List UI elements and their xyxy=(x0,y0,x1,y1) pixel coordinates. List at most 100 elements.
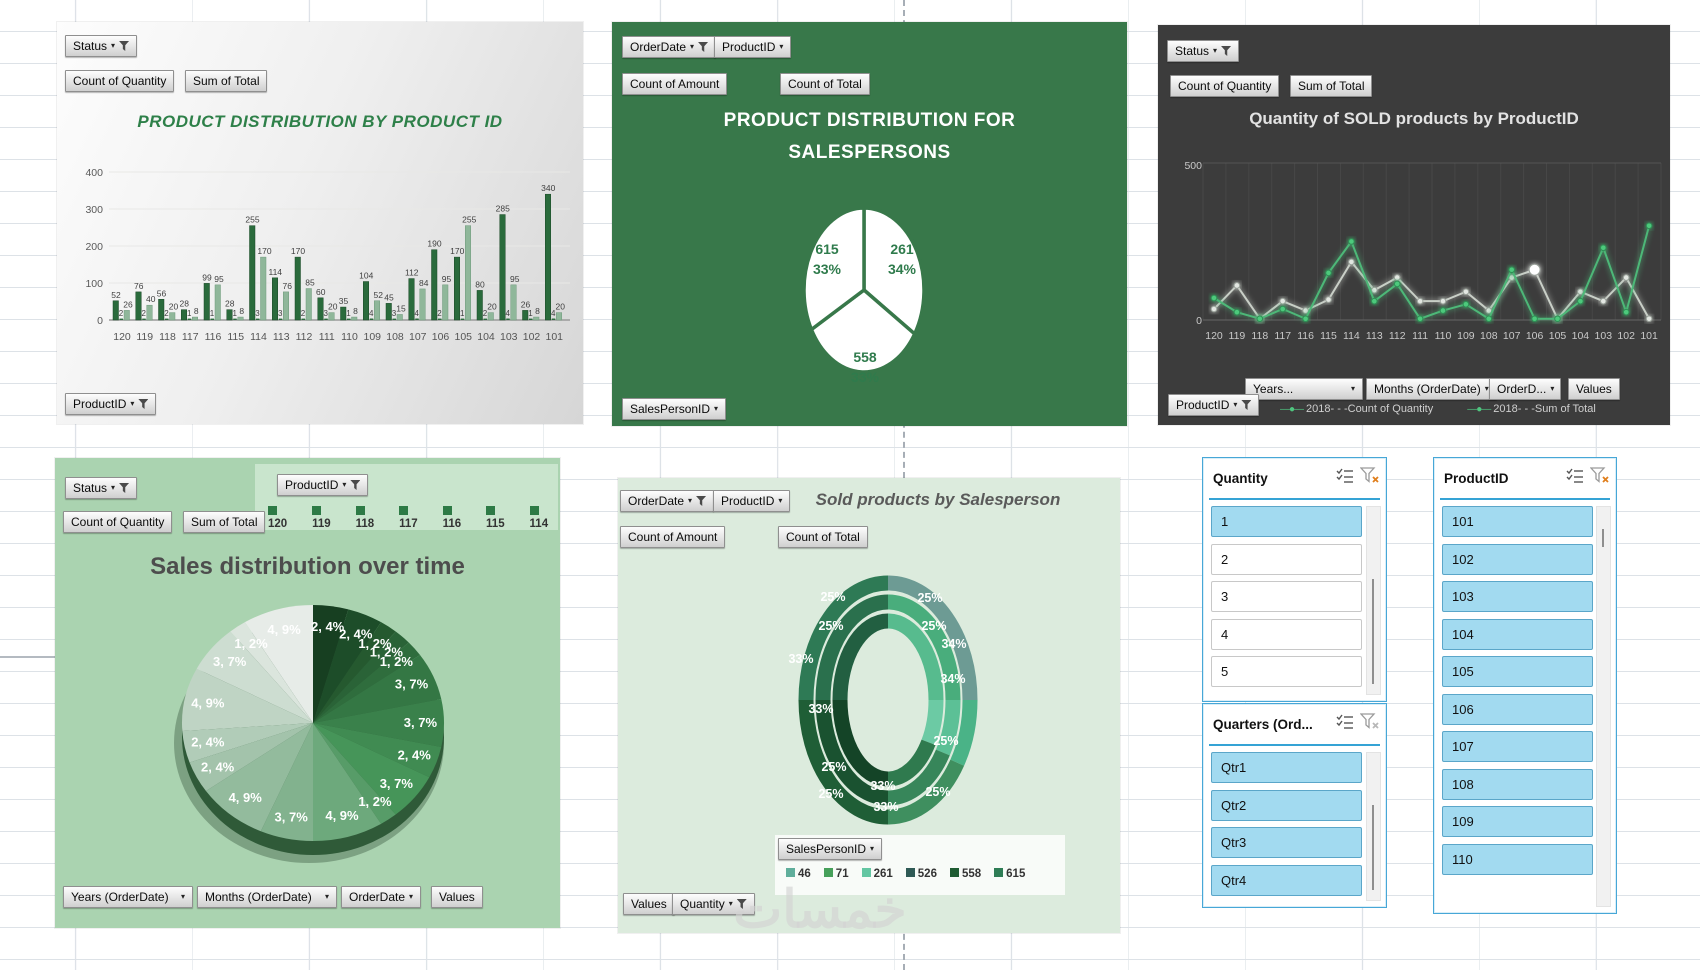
clear-filter-icon[interactable] xyxy=(1359,713,1380,730)
donut-legend-items: 46 71 261 526 558 615 xyxy=(786,868,1025,880)
salespersonid-legend-button[interactable]: SalesPersonID ▾ xyxy=(778,838,883,860)
orderdate-field-button[interactable]: OrderDate ▾ xyxy=(341,886,422,908)
slicer-item-107[interactable]: 107 xyxy=(1442,731,1593,762)
svg-text:300: 300 xyxy=(85,204,103,216)
slicer-item-108[interactable]: 108 xyxy=(1442,768,1593,800)
dropdown-icon: ▾ xyxy=(1213,46,1218,55)
sum-of-total-button[interactable]: Sum of Total xyxy=(183,511,266,533)
months-field-button[interactable]: Months (OrderDate) ▾ xyxy=(197,886,337,908)
quantity-field-button[interactable]: Quantity ▾ xyxy=(672,893,755,915)
count-of-total-button[interactable]: Count of Total xyxy=(778,526,868,548)
salespersonid-axis-button[interactable]: SalesPersonID ▾ xyxy=(622,398,727,420)
svg-text:95: 95 xyxy=(510,274,520,284)
svg-text:1, 2%: 1, 2% xyxy=(370,644,404,659)
status-filter-button[interactable]: Status ▾ xyxy=(65,477,138,499)
clear-filter-icon[interactable] xyxy=(1589,467,1610,484)
years-field-button[interactable]: Years (OrderDate) ▾ xyxy=(63,886,193,908)
months-field-button[interactable]: Months (OrderDate) ▾ xyxy=(1366,378,1497,400)
scrollbar-thumb[interactable] xyxy=(1602,529,1604,547)
multi-select-button[interactable] xyxy=(1336,714,1354,735)
svg-text:285: 285 xyxy=(496,204,510,214)
svg-text:111: 111 xyxy=(1412,330,1428,342)
svg-text:4, 9%: 4, 9% xyxy=(229,790,263,805)
slicer-item-104[interactable]: 104 xyxy=(1442,618,1593,650)
orderdate-field-button[interactable]: OrderD... ▾ xyxy=(1489,378,1561,400)
count-of-total-button[interactable]: Count of Total xyxy=(780,73,870,95)
count-of-quantity-button[interactable]: Count of Quantity xyxy=(65,70,175,92)
svg-text:107: 107 xyxy=(1503,330,1521,342)
filter-icon xyxy=(1221,46,1232,56)
count-of-quantity-button[interactable]: Count of Quantity xyxy=(63,511,173,533)
dropdown-icon: ▾ xyxy=(111,41,116,50)
legend-swatch xyxy=(823,868,833,877)
slicer-productid: ProductID 101 102 103 104 105 106 107 108 109 110 xyxy=(1433,457,1617,914)
scrollbar-thumb[interactable] xyxy=(1372,579,1374,684)
svg-text:2, 4%: 2, 4% xyxy=(311,619,345,634)
svg-text:106: 106 xyxy=(1526,330,1544,342)
clear-filter-button[interactable] xyxy=(1359,713,1380,735)
svg-text:2, 4%: 2, 4% xyxy=(201,760,235,775)
productid-legend-button[interactable]: ProductID ▾ xyxy=(277,474,369,496)
slicer-header: ProductID xyxy=(1440,458,1610,500)
status-filter-button[interactable]: Status ▾ xyxy=(65,35,138,57)
slicer-item-101[interactable]: 101 xyxy=(1442,506,1593,537)
clear-filter-icon[interactable] xyxy=(1359,467,1380,484)
svg-text:1, 2%: 1, 2% xyxy=(358,794,392,809)
sum-of-total-button[interactable]: Sum of Total xyxy=(1290,75,1373,97)
slicer-item-102[interactable]: 102 xyxy=(1442,543,1593,575)
years-field-button[interactable]: Years... ▾ xyxy=(1245,378,1363,400)
svg-text:110: 110 xyxy=(1435,330,1452,342)
values-field-button[interactable]: Values xyxy=(431,886,483,908)
slicer-item-qtr4[interactable]: Qtr4 xyxy=(1211,864,1362,896)
slicer-scrollbar[interactable] xyxy=(1596,506,1611,907)
clear-filter-button[interactable] xyxy=(1359,467,1380,489)
slicer-item-qtr3[interactable]: Qtr3 xyxy=(1211,827,1362,858)
count-of-quantity-button[interactable]: Count of Quantity xyxy=(1170,75,1280,97)
filter-icon xyxy=(138,399,149,409)
sum-of-total-button[interactable]: Sum of Total xyxy=(185,70,268,92)
svg-text:80: 80 xyxy=(475,279,485,289)
productid-axis-button[interactable]: ProductID ▾ xyxy=(1168,394,1260,416)
chart-salespersons-panel: OrderDate ▾ ProductID ▾ Count of Amount … xyxy=(612,22,1127,426)
productid-axis-button[interactable]: ProductID ▾ xyxy=(65,393,157,415)
slicer-item-3[interactable]: 3 xyxy=(1211,581,1362,612)
slicer-item-qtr1[interactable]: Qtr1 xyxy=(1211,752,1362,783)
orderdate-filter-button[interactable]: OrderDate ▾ xyxy=(622,36,717,58)
svg-text:120: 120 xyxy=(113,331,131,343)
slicer-item-105[interactable]: 105 xyxy=(1442,656,1593,687)
multi-select-button[interactable] xyxy=(1336,468,1354,489)
svg-text:190: 190 xyxy=(427,239,441,249)
svg-text:2, 4%: 2, 4% xyxy=(191,735,225,750)
slicer-item-1[interactable]: 1 xyxy=(1211,506,1362,537)
scrollbar-thumb[interactable] xyxy=(1372,805,1374,890)
slicer-item-2[interactable]: 2 xyxy=(1211,543,1362,575)
count-of-amount-button[interactable]: Count of Amount xyxy=(620,526,726,548)
svg-text:109: 109 xyxy=(1457,330,1475,342)
slicer-item-103[interactable]: 103 xyxy=(1442,581,1593,612)
orderdate-filter-button[interactable]: OrderDate ▾ xyxy=(620,490,715,512)
slicer-scrollbar[interactable] xyxy=(1366,752,1381,901)
productid-filter-button[interactable]: ProductID ▾ xyxy=(713,490,791,512)
svg-text:4: 4 xyxy=(551,309,556,318)
svg-text:52: 52 xyxy=(111,290,121,300)
productid-filter-button[interactable]: ProductID ▾ xyxy=(714,36,792,58)
multi-select-button[interactable] xyxy=(1566,468,1584,489)
values-field-button[interactable]: Values xyxy=(623,893,675,915)
svg-text:1: 1 xyxy=(346,309,351,318)
values-field-button[interactable]: Values xyxy=(1568,378,1620,400)
dropdown-icon: ▾ xyxy=(180,892,185,901)
status-filter-button[interactable]: Status ▾ xyxy=(1167,40,1240,62)
count-of-amount-button[interactable]: Count of Amount xyxy=(622,73,728,95)
slicer-item-110[interactable]: 110 xyxy=(1442,843,1593,875)
slicer-item-106[interactable]: 106 xyxy=(1442,693,1593,725)
slicer-item-qtr2[interactable]: Qtr2 xyxy=(1211,789,1362,821)
legend-item: —●— 2018- - -Count of Quantity xyxy=(1280,403,1434,415)
clear-filter-button[interactable] xyxy=(1589,467,1610,489)
slicer-scrollbar[interactable] xyxy=(1366,506,1381,695)
slicer-item-109[interactable]: 109 xyxy=(1442,806,1593,837)
legend-item: 118 xyxy=(355,506,386,530)
slicer-item-5[interactable]: 5 xyxy=(1211,656,1362,687)
svg-text:20: 20 xyxy=(556,302,566,312)
slicer-item-4[interactable]: 4 xyxy=(1211,618,1362,650)
